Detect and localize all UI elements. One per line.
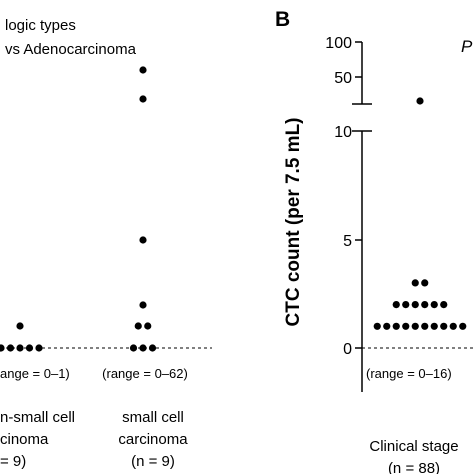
panel-a-title-line-2: vs Adenocarcinoma (5, 41, 137, 58)
panel-a-points (0, 66, 157, 352)
group-1-point (0, 344, 5, 352)
panel-a: logic types vs Adenocarcinoma ange = 0–1… (0, 17, 212, 470)
group-2-point (129, 344, 138, 352)
panel-b-point (421, 301, 429, 309)
group-2-point (139, 95, 147, 103)
group-1-point (16, 322, 24, 330)
panel-b-point (383, 322, 391, 330)
panel-b-point (402, 322, 410, 330)
panel-b-label: B (275, 8, 290, 31)
group-2-point (139, 66, 147, 74)
y-tick-label-5: 5 (343, 233, 352, 250)
panel-b-point (373, 322, 381, 330)
group-2-label-line-3: (n = 9) (131, 453, 175, 470)
group-2-point (134, 322, 142, 330)
group-1-label-line-2: cinoma (0, 431, 49, 448)
panel-b-point (421, 322, 429, 330)
group-2-point (139, 301, 147, 309)
y-tick-label-10: 10 (334, 124, 352, 141)
panel-b-range-text: (range = 0–16) (366, 366, 452, 381)
panel-b-point (430, 322, 438, 330)
panel-b-point (430, 301, 438, 309)
panel-b-group-label-line-1: Clinical stage (369, 438, 458, 455)
panel-b: B P CTC count (per 7.5 mL) 100 50 10 5 0… (275, 8, 474, 474)
group-2-point (139, 344, 147, 352)
y-axis-title: CTC count (per 7.5 mL) (283, 117, 304, 326)
panel-b-point (440, 322, 448, 330)
group-2-point (139, 236, 147, 244)
group-1-point (16, 344, 24, 352)
panel-b-group-label-line-2: (n = 88) (388, 460, 440, 474)
group-2-point (144, 322, 152, 330)
panel-b-point (411, 279, 419, 287)
y-tick-label-0: 0 (343, 341, 352, 358)
group-1-point (6, 344, 15, 352)
panel-b-point (421, 279, 429, 287)
group-2-point (148, 344, 157, 352)
panel-b-point (440, 301, 448, 309)
panel-b-point (402, 301, 410, 309)
panel-b-point (411, 322, 419, 330)
y-tick-label-50: 50 (334, 70, 352, 87)
panel-b-corner-text: P (461, 37, 473, 56)
group-2-range-text: (range = 0–62) (102, 366, 188, 381)
group-1-label-line-1: n-small cell (0, 409, 75, 426)
group-2-label-line-1: small cell (122, 409, 184, 426)
group-1-point (35, 344, 43, 352)
panel-b-point (416, 97, 424, 105)
panel-b-point (449, 322, 457, 330)
panel-b-points (373, 97, 467, 330)
panel-b-point (459, 322, 467, 330)
group-1-range-text: ange = 0–1) (0, 366, 70, 381)
y-tick-label-100: 100 (325, 35, 352, 52)
group-1-label-line-3: = 9) (0, 453, 26, 470)
group-2-label-line-2: carcinoma (118, 431, 188, 448)
panel-b-point (411, 301, 419, 309)
group-1-point (25, 344, 34, 352)
panel-a-title-line-1: logic types (5, 17, 76, 34)
panel-b-point (392, 301, 400, 309)
panel-b-point (392, 322, 400, 330)
